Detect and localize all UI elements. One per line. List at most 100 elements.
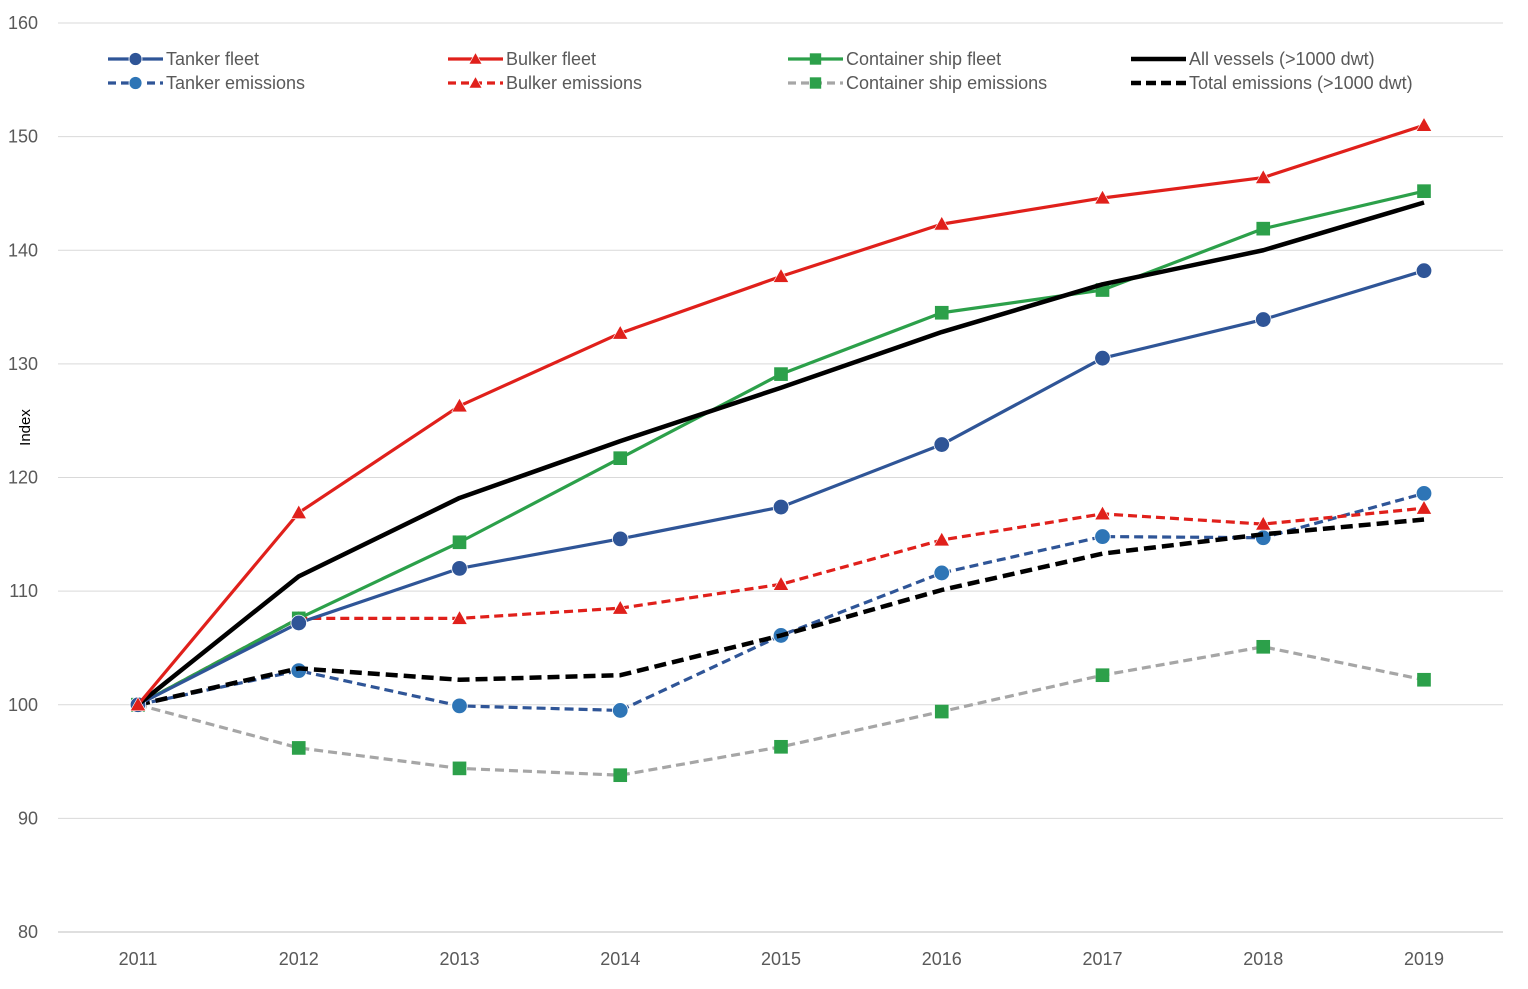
- data-point: [611, 324, 629, 340]
- data-point: [772, 268, 790, 283]
- legend-swatch-marker: [128, 52, 143, 66]
- y-tick-label: 140: [8, 240, 38, 260]
- data-point: [129, 696, 147, 712]
- y-tick-label: 120: [8, 468, 38, 488]
- x-tick-label: 2012: [279, 949, 319, 969]
- data-point: [772, 498, 790, 516]
- data-point: [1256, 639, 1271, 654]
- y-tick-label: 130: [8, 354, 38, 374]
- data-point: [1094, 189, 1111, 205]
- data-point: [1255, 311, 1272, 328]
- y-tick-label: 90: [18, 808, 38, 828]
- data-point: [451, 610, 468, 625]
- y-tick-label: 110: [9, 581, 38, 601]
- data-point: [452, 535, 467, 550]
- data-point: [612, 702, 629, 719]
- legend-item-tanker-fleet: Tanker fleet: [108, 49, 259, 69]
- data-point: [1094, 528, 1111, 545]
- legend-label: All vessels (>1000 dwt): [1189, 49, 1375, 69]
- data-point: [1417, 672, 1431, 687]
- x-tick-label: 2016: [922, 949, 962, 969]
- data-point: [1415, 485, 1433, 502]
- data-point: [1415, 262, 1433, 279]
- data-point: [1415, 116, 1433, 132]
- series-tanker-emissions: [129, 485, 1433, 719]
- series-line: [136, 200, 1425, 707]
- series-line: [137, 645, 1425, 777]
- data-point: [613, 768, 628, 783]
- y-tick-label: 100: [8, 695, 38, 715]
- y-tick-label: 150: [8, 127, 38, 147]
- data-point: [451, 397, 468, 413]
- x-tick-label: 2019: [1404, 949, 1444, 969]
- legend-label: Total emissions (>1000 dwt): [1189, 73, 1413, 93]
- x-tick-label: 2017: [1082, 949, 1122, 969]
- legend-item-all-vessels-1000-dwt: All vessels (>1000 dwt): [1131, 49, 1375, 69]
- legend-item-total-emissions-1000-dwt: Total emissions (>1000 dwt): [1131, 73, 1413, 93]
- legend-label: Tanker fleet: [166, 49, 259, 69]
- data-point: [774, 367, 788, 381]
- legend-label: Container ship fleet: [846, 49, 1001, 69]
- data-point: [933, 531, 951, 547]
- data-point: [1095, 668, 1110, 683]
- legend-swatch-marker: [468, 75, 483, 89]
- data-point: [451, 560, 468, 577]
- legend-swatch-marker: [809, 77, 822, 89]
- legend-swatch-marker: [809, 53, 822, 65]
- data-point: [291, 741, 306, 755]
- data-point: [934, 305, 949, 320]
- data-point: [612, 530, 629, 548]
- data-point: [1094, 349, 1111, 367]
- series-line: [137, 506, 1425, 707]
- gridlines: [58, 22, 1503, 933]
- legend-label: Container ship emissions: [846, 73, 1047, 93]
- legend-label: Bulker emissions: [506, 73, 642, 93]
- series-all-vessels-1000-dwt: [136, 200, 1425, 707]
- x-tick-label: 2014: [600, 949, 640, 969]
- x-tick-label: 2018: [1243, 949, 1283, 969]
- legend-swatch-marker: [468, 51, 483, 65]
- series-line: [137, 491, 1425, 713]
- data-point: [451, 697, 468, 715]
- legend-label: Tanker emissions: [166, 73, 305, 93]
- data-point: [1417, 184, 1431, 198]
- legend-item-tanker-emissions: Tanker emissions: [108, 73, 305, 93]
- legend-item-container-ship-emissions: Container ship emissions: [788, 73, 1047, 93]
- data-point: [613, 451, 628, 466]
- data-point: [1254, 515, 1272, 531]
- axes: 80 90 100 110 120 130 140 150 160 2011 2012 2013 201…: [8, 13, 1444, 969]
- data-point: [611, 599, 629, 615]
- legend: Tanker fleet Bulker fleet Container ship f…: [108, 49, 1413, 93]
- data-point: [934, 704, 949, 719]
- x-tick-label: 2015: [761, 949, 801, 969]
- data-point: [933, 564, 950, 582]
- series-tanker-fleet: [129, 262, 1433, 713]
- series-bulker-fleet: [129, 116, 1433, 712]
- legend-item-bulker-emissions: Bulker emissions: [448, 73, 642, 93]
- data-point: [452, 761, 467, 776]
- x-tick-label: 2013: [439, 949, 479, 969]
- data-point: [772, 575, 790, 591]
- data-point: [290, 614, 307, 632]
- legend-item-container-ship-fleet: Container ship fleet: [788, 49, 1001, 69]
- legend-swatch-marker: [128, 76, 143, 90]
- data-point: [1094, 505, 1111, 521]
- y-axis-title: Index: [17, 409, 34, 446]
- data-point: [1256, 221, 1271, 236]
- x-tick-label: 2011: [119, 949, 158, 969]
- data-point: [933, 215, 951, 231]
- series-group: [129, 116, 1433, 783]
- data-point: [1255, 529, 1272, 546]
- series-container-ship-emissions: [131, 639, 1431, 783]
- legend-label: Bulker fleet: [506, 49, 596, 69]
- data-point: [290, 504, 308, 520]
- series-line: [137, 517, 1425, 707]
- data-point: [1415, 499, 1433, 515]
- y-tick-label: 160: [8, 13, 38, 33]
- data-point: [774, 739, 788, 754]
- data-point: [933, 436, 950, 453]
- legend-item-bulker-fleet: Bulker fleet: [448, 49, 596, 69]
- series-total-emissions-1000-dwt: [137, 517, 1425, 707]
